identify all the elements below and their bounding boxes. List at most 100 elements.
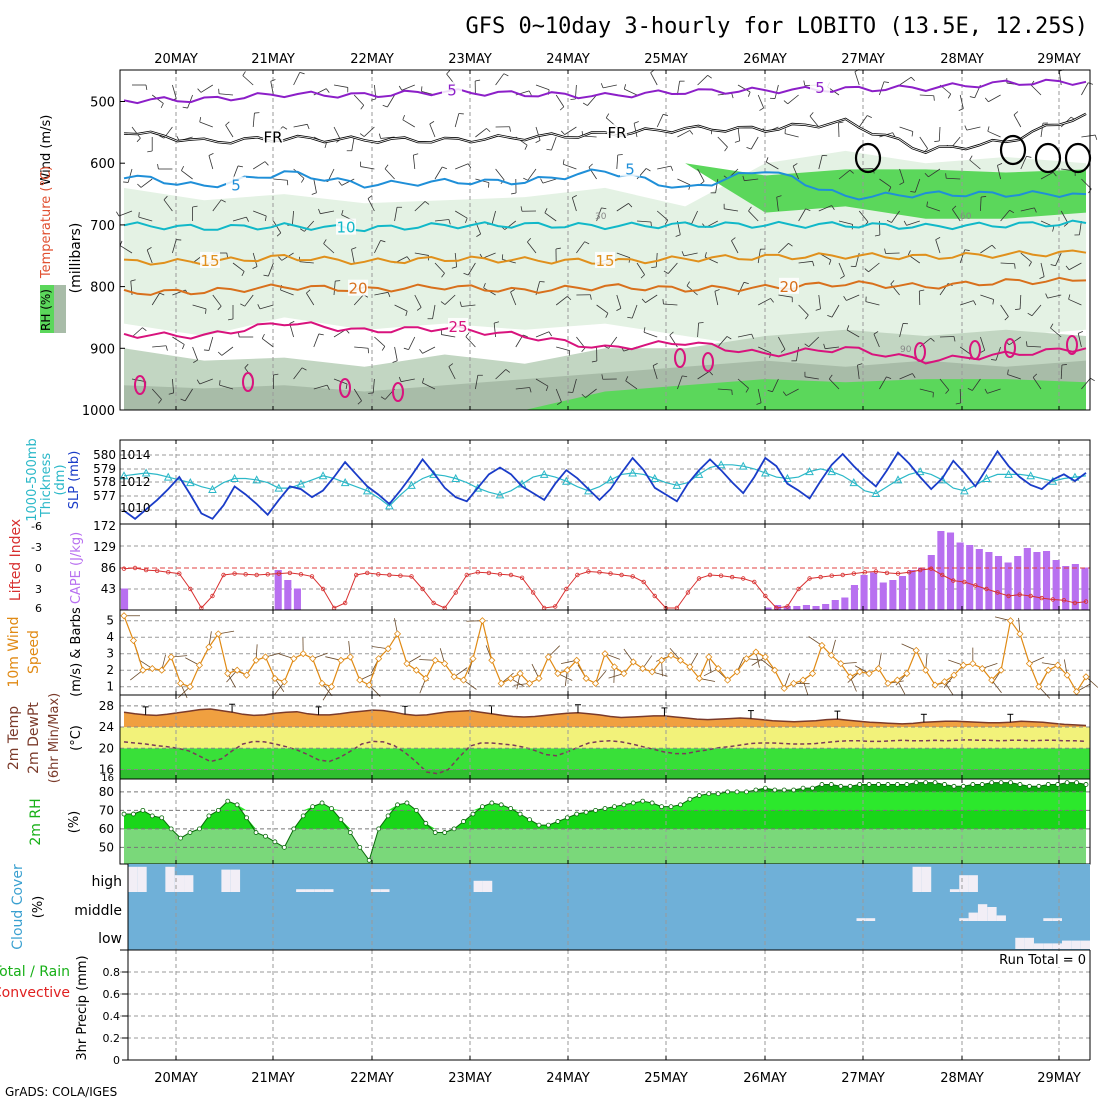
wind-barb-flag [838,121,844,124]
wind-speed-point [252,656,260,664]
contour-loop-fr [854,142,882,174]
wind-barb [596,207,602,222]
top-date-labels: 20MAY 21MAY 22MAY 23MAY 24MAY 25MAY 26MAY 27MAY… [154,52,1081,67]
wind-tick-label: 5 [106,614,114,628]
rh2m-point [706,791,712,797]
rh2m-point [564,815,570,821]
wind-speed-point [290,655,298,663]
wind-barb [293,168,305,179]
wind-barb-flag [1052,226,1055,232]
wind-speed-point [488,656,496,664]
wind-barb-flag [520,206,523,212]
wind-barb [1040,262,1045,277]
wind-barb-flag [581,347,586,353]
wind-speed-point [535,674,543,683]
wind-barb [987,130,1001,138]
wind-speed-point [441,660,449,668]
contour-label: 15 [200,252,219,270]
li-point [1083,599,1089,604]
contour-loop-25 [969,340,981,360]
wind-speed-point [893,676,901,684]
wind-barb [353,94,365,106]
rh2m-point [678,802,683,808]
li-point [1028,593,1033,599]
wind-speed-point [299,650,307,658]
wind-speed-point [940,678,949,686]
wind-barb-flag [776,195,782,198]
wind-speed-point [422,674,430,683]
cloud-panel: high middle low Cloud Cover (%) [10,864,1090,951]
wind-barb [313,333,320,348]
wind-barb [987,388,1001,394]
rh2m-point [1064,780,1070,785]
rh2m-point [970,782,976,787]
cloud-bar-low [1080,940,1090,949]
wind-barb-flag [159,135,165,139]
wind-tick-label: 4 [106,630,114,644]
wind-barb [737,84,751,93]
rh2m-point [857,782,863,787]
cape-bar [293,588,301,610]
wind-barb [677,375,683,390]
wind-barb [603,84,617,89]
wind-barb [535,84,550,91]
wind-barb [185,657,200,666]
rh2m-panel: 80 70 60 50 2m RH (%) [28,778,1091,865]
wind-barb-flag [743,281,749,285]
cape-bar [994,556,1003,610]
wind-barb-flag [306,289,311,294]
wind-barb [219,384,234,390]
date-label-bottom: 25MAY [644,1071,688,1086]
wind-barb [542,178,557,184]
thickness-point [650,473,660,482]
rh2m-point [904,782,910,787]
date-label-bottom: 29MAY [1037,1071,1081,1086]
wind-barb [199,378,213,385]
wind-barb-flag [828,259,832,265]
wind-barb-flag [805,208,811,211]
rh2m-point [197,826,202,832]
wind-barb-flag [1050,323,1054,329]
wind-barb [960,300,974,306]
wind-barb-flag [742,175,745,181]
cloud-bar-low [1033,943,1044,949]
li-point [884,570,890,576]
thickness-tick-label: 579 [93,462,116,476]
wind-barb-flag [137,183,142,188]
contour-label-bg [448,317,468,334]
pressure-tick-label: 600 [90,157,115,172]
wind-barb [854,665,870,674]
wind-barb-flag [756,402,762,405]
wind-barb-flag [670,165,674,171]
li-point [365,570,370,576]
wind-speed-point [1035,683,1043,691]
li-point [121,566,127,571]
wind-barb [959,94,964,109]
wind-barb [926,206,941,212]
wind-barb [387,94,395,108]
li-point [785,604,790,609]
wind-barb [454,113,460,128]
pressure-tick-label: 900 [90,342,115,357]
cloud-bar-low [1043,943,1053,949]
li-point [1061,598,1067,603]
wind-speed-point [922,666,930,674]
cloud-bar-middle [1043,918,1053,921]
wind-speed-point [686,663,694,671]
wind-barb-flag [617,154,623,156]
wind-barb-flag [263,274,269,277]
wind-barb-flag [1068,294,1071,300]
li-tick-label: 0 [35,562,42,575]
thickness-point [849,478,859,487]
wind-barb-flag [237,165,243,168]
wind-barb [495,168,505,181]
wind-barb [787,94,799,105]
wind-barb-flag [645,168,651,172]
wind-barb-flag [359,133,365,137]
wind-speed-point [167,653,175,661]
wind-barb-flag [193,359,198,363]
wind-barb-flag [633,121,639,124]
thickness-point [805,467,814,476]
li-point [320,586,326,592]
wind-barb [556,346,570,352]
